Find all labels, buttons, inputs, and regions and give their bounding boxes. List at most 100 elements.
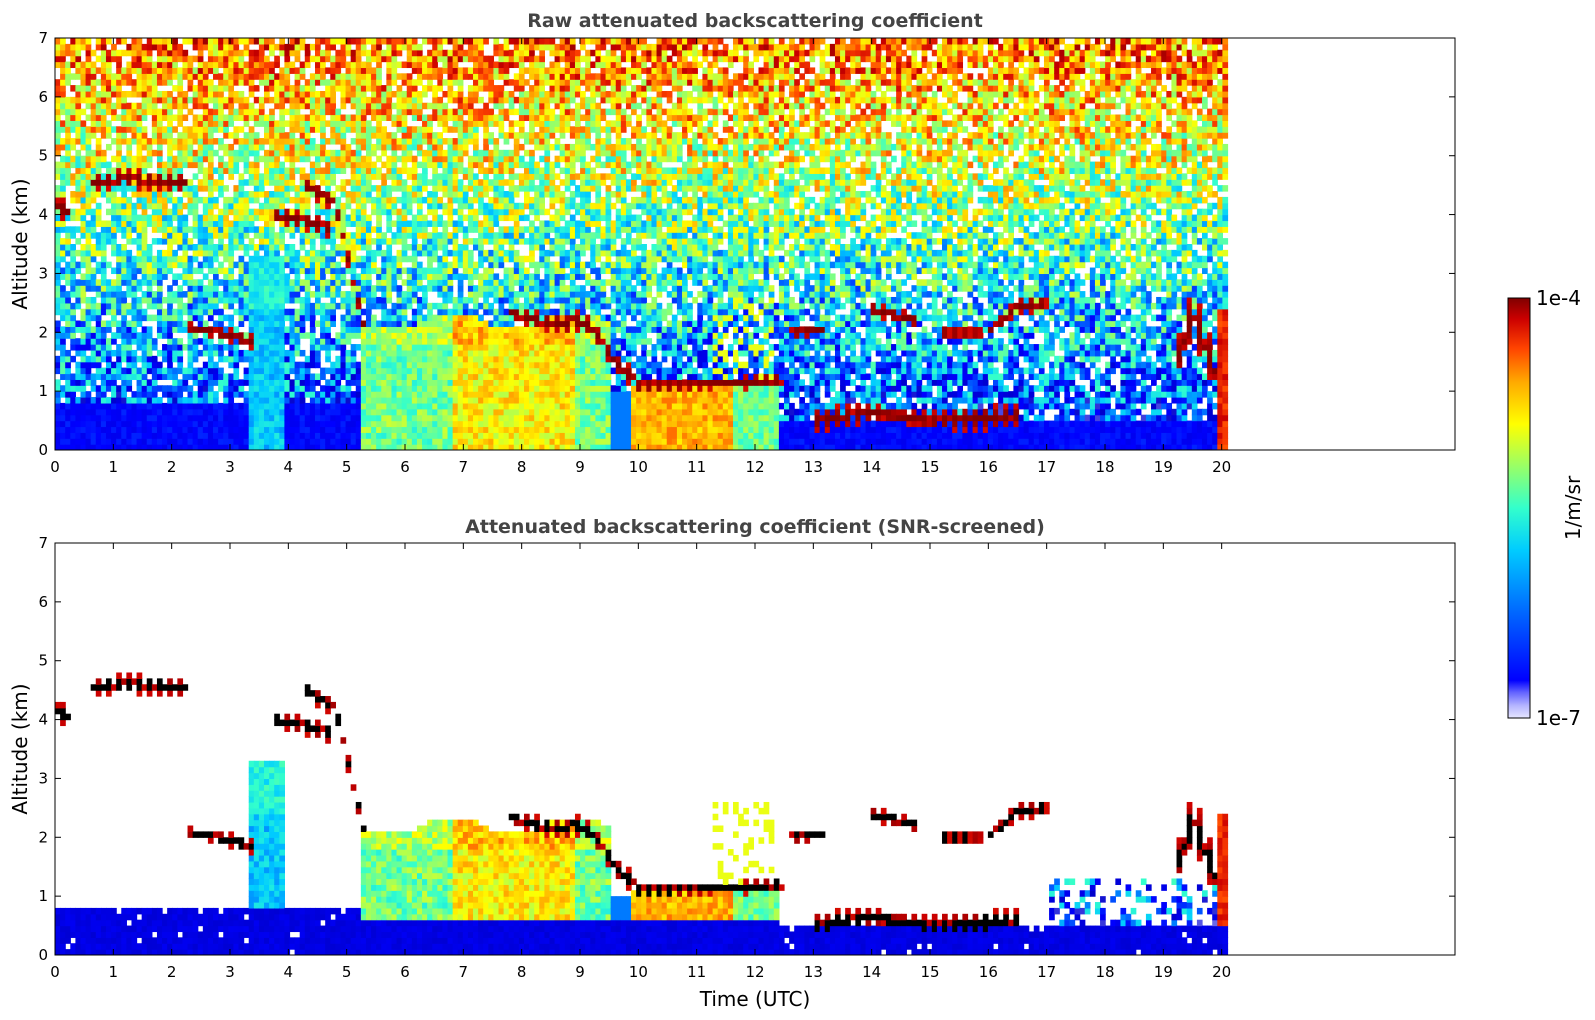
heatmap-cell — [314, 202, 321, 210]
heatmap-cell — [360, 426, 367, 433]
heatmap-cell — [274, 196, 280, 204]
heatmap-cell — [105, 96, 112, 104]
heatmap-cell — [177, 220, 184, 227]
heatmap-cell — [274, 102, 280, 110]
heatmap-cell — [85, 155, 92, 163]
heatmap-cell — [457, 43, 464, 51]
heatmap-cell — [381, 126, 387, 133]
heatmap-cell — [432, 167, 438, 174]
heatmap-cell — [192, 373, 199, 380]
heatmap-cell — [162, 432, 168, 439]
heatmap-cell — [467, 332, 474, 339]
heatmap-cell — [284, 96, 291, 104]
heatmap-cell — [365, 344, 372, 351]
heatmap-cell — [218, 344, 224, 351]
heatmap-cell — [396, 120, 403, 127]
heatmap-cell — [131, 308, 138, 316]
heatmap-cell — [213, 367, 219, 375]
heatmap-cell — [447, 285, 454, 292]
heatmap-cell — [304, 414, 311, 422]
heatmap-cell — [340, 326, 347, 333]
heatmap-cell — [116, 267, 122, 275]
heatmap-cell — [233, 367, 240, 375]
heatmap-cell — [75, 402, 82, 410]
heatmap-cell — [462, 296, 469, 304]
heatmap-cell — [345, 338, 352, 345]
heatmap-cell — [371, 373, 377, 380]
heatmap-cell — [304, 126, 311, 133]
heatmap-cell — [411, 67, 418, 74]
heatmap-cell — [309, 249, 316, 257]
heatmap-cell — [238, 255, 245, 263]
heatmap-cell — [457, 202, 464, 210]
heatmap-cell — [90, 108, 97, 116]
heatmap-cell — [100, 79, 107, 86]
heatmap-cell — [330, 402, 336, 410]
heatmap-cell — [386, 38, 393, 45]
heatmap-cell — [121, 208, 127, 216]
heatmap-cell — [131, 296, 138, 304]
heatmap-cell — [105, 408, 112, 416]
heatmap-cell — [228, 85, 235, 92]
heatmap-cell — [457, 391, 464, 398]
heatmap-cell — [136, 138, 143, 145]
heatmap-cell — [172, 320, 178, 327]
heatmap-cell — [314, 208, 321, 216]
heatmap-cell — [416, 426, 423, 433]
heatmap-cell — [396, 185, 403, 192]
heatmap-cell — [381, 138, 387, 145]
heatmap-cell — [304, 273, 311, 280]
heatmap-cell — [80, 397, 87, 404]
heatmap-cell — [350, 402, 357, 410]
heatmap-cell — [70, 196, 76, 204]
heatmap-cell — [457, 132, 464, 139]
heatmap-cell — [320, 267, 326, 275]
heatmap-cell — [100, 61, 107, 69]
heatmap-cell — [401, 120, 408, 127]
heatmap-cell — [228, 279, 235, 286]
heatmap-cell — [411, 155, 418, 163]
heatmap-cell — [141, 214, 148, 222]
heatmap-cell — [80, 379, 87, 386]
heatmap-cell — [350, 232, 357, 239]
heatmap-cell — [442, 261, 449, 269]
heatmap-cell — [156, 420, 163, 428]
heatmap-cell — [100, 38, 107, 45]
heatmap-cell — [274, 373, 280, 380]
heatmap-cell — [213, 291, 219, 298]
heatmap-cell — [162, 444, 168, 450]
heatmap-cell — [146, 202, 153, 210]
heatmap-cell — [264, 85, 270, 92]
heatmap-cell — [325, 232, 331, 239]
heatmap-cell — [447, 249, 454, 257]
heatmap-cell — [345, 214, 352, 222]
heatmap-cell — [376, 444, 382, 450]
heatmap-cell — [279, 438, 285, 445]
heatmap-cell — [452, 167, 459, 174]
heatmap-cell — [467, 326, 474, 333]
heatmap-cell — [85, 161, 92, 169]
heatmap-cell — [345, 161, 352, 169]
heatmap-cell — [365, 414, 372, 422]
heatmap-cell — [330, 102, 336, 110]
heatmap-cell — [350, 361, 357, 369]
heatmap-cell — [274, 385, 280, 392]
heatmap-cell — [243, 214, 250, 222]
heatmap-cell — [386, 249, 393, 257]
heatmap-cell — [386, 285, 393, 292]
heatmap-cell — [376, 214, 382, 222]
heatmap-cell — [136, 355, 143, 363]
heatmap-cell — [442, 232, 449, 239]
heatmap-cell — [218, 155, 224, 163]
heatmap-cell — [218, 226, 224, 233]
heatmap-cell — [95, 349, 102, 357]
heatmap-cell — [238, 426, 245, 433]
heatmap-cell — [65, 391, 71, 398]
heatmap-cell — [218, 314, 224, 322]
heatmap-cell — [269, 38, 275, 45]
heatmap-cell — [197, 296, 204, 304]
heatmap-cell — [136, 261, 143, 269]
heatmap-cell — [213, 285, 219, 292]
heatmap-cell — [432, 90, 438, 98]
heatmap-cell — [294, 373, 301, 380]
